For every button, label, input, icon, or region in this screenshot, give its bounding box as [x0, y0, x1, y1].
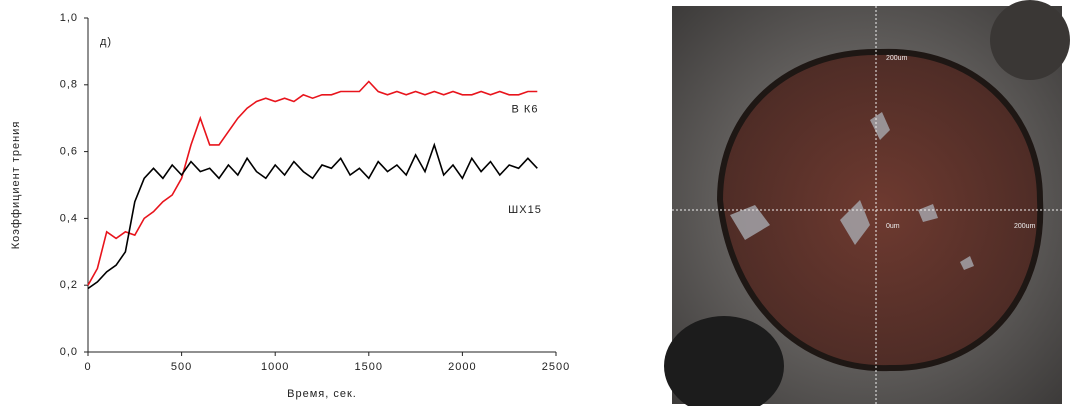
x-tick-label: 1000 [261, 361, 289, 373]
debris [730, 112, 974, 270]
series-line [87, 142, 538, 290]
dark-area [990, 0, 1070, 80]
x-tick-label: 1500 [355, 361, 383, 373]
scale-label: 200um [1014, 223, 1036, 230]
y-tick-label: 0,0 [60, 346, 78, 358]
series-line [87, 80, 538, 286]
scale-label: 200um [886, 55, 908, 62]
y-tick-label: 0,4 [60, 212, 78, 224]
x-tick-label: 0 [84, 361, 91, 373]
x-tick-label: 2000 [448, 361, 476, 373]
series-label: ШХ15 [508, 204, 542, 216]
y-tick-label: 1,0 [60, 12, 78, 24]
x-tick-label: 500 [171, 361, 192, 373]
scale-label: 0um [886, 223, 900, 230]
x-tick-label: 2500 [542, 361, 570, 373]
series-label: В К6 [512, 103, 539, 115]
annotation: д) [100, 36, 112, 48]
micrograph: 200um 0um 200um [664, 0, 1070, 406]
y-tick-label: 0,2 [60, 279, 78, 291]
dark-area [664, 316, 784, 406]
y-axis-label: Коэффициент трения [10, 121, 22, 250]
x-axis-label: Время, сек. [287, 388, 357, 400]
y-tick-label: 0,8 [60, 79, 78, 91]
y-tick-label: 0,6 [60, 146, 78, 158]
